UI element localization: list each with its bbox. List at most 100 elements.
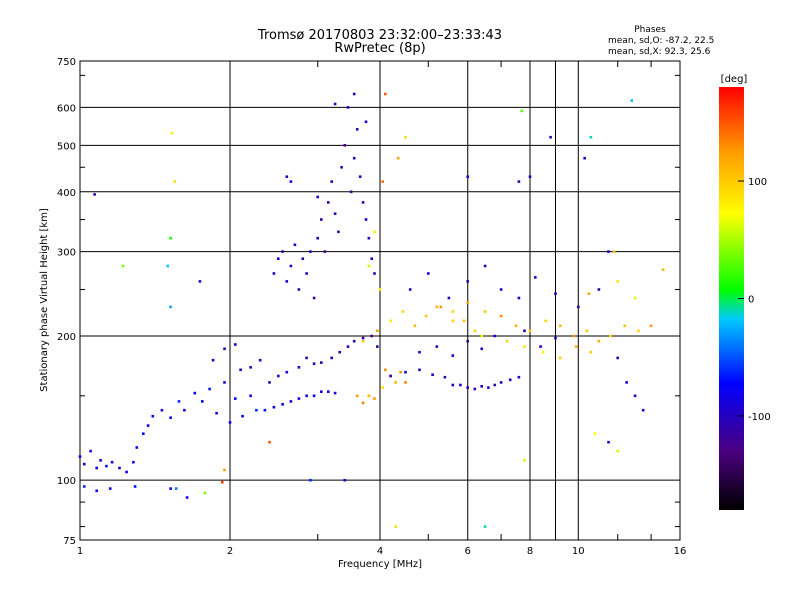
data-point (316, 195, 319, 199)
data-point (177, 400, 181, 403)
data-point (169, 236, 172, 240)
data-point (281, 403, 284, 406)
data-point (285, 370, 289, 374)
x-tick-labels: 1 2 4 6 8 10 16 (77, 546, 687, 557)
data-point (367, 394, 371, 398)
data-point (597, 339, 601, 343)
data-point (589, 350, 593, 354)
data-point (607, 250, 610, 253)
data-point (427, 272, 430, 275)
data-point (330, 356, 333, 360)
data-point (585, 329, 589, 333)
data-point (572, 334, 576, 338)
x-tick-label: 8 (527, 546, 533, 557)
data-point (593, 432, 597, 435)
colorbar-label: [deg] (721, 74, 748, 85)
data-point (133, 485, 137, 488)
data-point (169, 487, 172, 490)
data-point (305, 356, 308, 360)
data-point (394, 381, 397, 384)
data-point (83, 462, 86, 466)
colorbar-tick-label: 0 (748, 295, 754, 306)
data-point (466, 339, 469, 343)
data-point (272, 272, 276, 275)
data-point (493, 383, 497, 387)
data-point (367, 264, 371, 268)
data-point (413, 324, 417, 328)
data-point (480, 385, 483, 388)
data-point (364, 218, 368, 221)
data-point (309, 250, 312, 253)
y-tick-label: 200 (57, 332, 76, 343)
data-point (201, 400, 204, 403)
data-point (297, 397, 301, 400)
data-point (609, 334, 612, 338)
data-point (333, 212, 337, 215)
data-point (93, 193, 96, 196)
data-point (169, 305, 172, 309)
data-point (358, 175, 362, 178)
data-point (373, 272, 376, 275)
data-point (554, 336, 557, 340)
data-point (404, 370, 407, 374)
data-point (272, 405, 276, 409)
data-point (499, 381, 503, 384)
data-point (174, 487, 178, 490)
data-point (285, 175, 289, 178)
data-point (323, 250, 327, 253)
data-point (249, 394, 252, 398)
data-point (493, 334, 497, 338)
data-point (583, 156, 586, 160)
data-point (249, 366, 252, 369)
data-point (466, 301, 469, 304)
data-point (389, 319, 392, 323)
data-point (170, 131, 174, 135)
phases-title: Phases (634, 25, 666, 35)
data-point (534, 276, 537, 279)
data-point (228, 421, 232, 424)
data-point (239, 368, 242, 372)
data-point (523, 345, 526, 348)
data-point (616, 449, 619, 453)
data-point (462, 319, 466, 323)
data-point (289, 264, 293, 268)
y-tick-label: 500 (57, 141, 76, 152)
data-point (499, 314, 503, 318)
x-tick-label: 1 (77, 546, 83, 557)
data-point (541, 350, 545, 354)
data-point (255, 408, 258, 412)
data-point (78, 455, 82, 458)
data-point (125, 470, 128, 474)
y-tick-label: 100 (57, 476, 76, 487)
data-point (508, 378, 512, 382)
data-point (333, 102, 337, 106)
data-point (95, 489, 98, 493)
data-point (110, 460, 114, 464)
data-point (208, 387, 211, 391)
data-point (523, 459, 526, 462)
data-point (473, 329, 477, 333)
data-point (132, 460, 135, 464)
data-point (99, 459, 102, 462)
data-point (616, 356, 619, 360)
data-point (268, 440, 271, 444)
data-point (349, 190, 353, 194)
data-point (558, 324, 562, 328)
data-point (346, 106, 350, 109)
data-point (451, 354, 455, 357)
data-point (289, 400, 293, 403)
phases-x-line: mean, sd,X: 92.3, 25.6 (608, 47, 711, 57)
data-point (305, 394, 308, 398)
data-point (330, 180, 333, 183)
data-point (320, 361, 323, 364)
data-point (146, 424, 150, 427)
data-point (327, 201, 330, 204)
data-point (483, 310, 487, 313)
data-point (105, 464, 108, 468)
data-point (320, 390, 323, 393)
x-tick-label: 16 (674, 546, 687, 557)
data-point (185, 496, 189, 499)
data-point (258, 358, 262, 362)
data-point (343, 478, 347, 482)
data-point (241, 414, 244, 418)
